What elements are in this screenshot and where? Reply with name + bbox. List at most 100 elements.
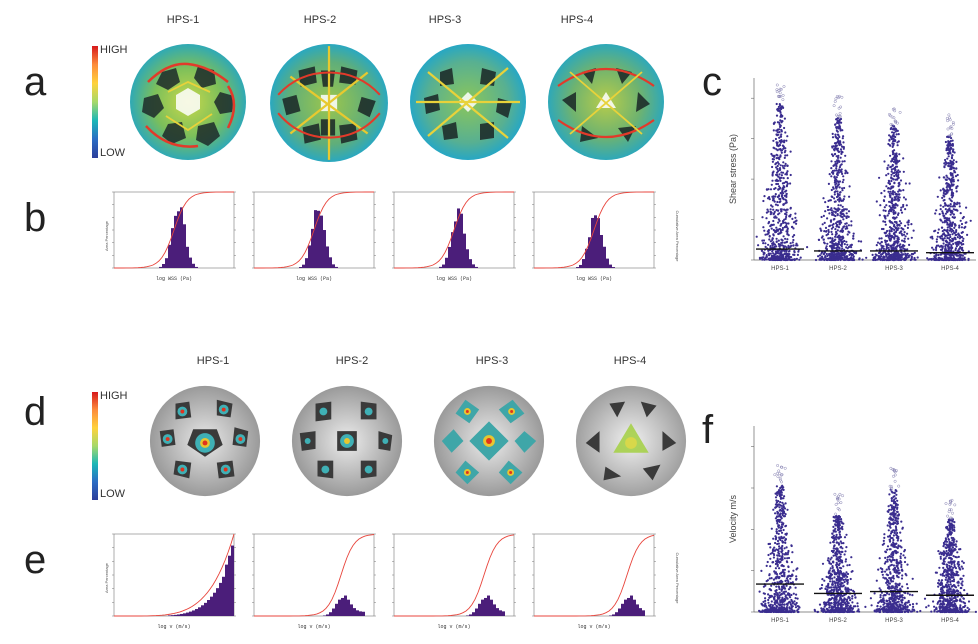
outlier-point xyxy=(890,123,894,127)
data-point xyxy=(770,256,773,259)
legend-low-top: LOW xyxy=(100,147,126,159)
data-point xyxy=(822,238,825,241)
data-point xyxy=(850,607,853,610)
data-point xyxy=(934,212,937,215)
data-point xyxy=(892,568,895,571)
data-point xyxy=(945,178,948,181)
data-point xyxy=(839,148,843,151)
data-point xyxy=(903,240,906,243)
data-point xyxy=(842,178,845,181)
data-point xyxy=(891,580,895,583)
data-point xyxy=(874,610,877,613)
data-point xyxy=(884,556,887,559)
data-point xyxy=(902,157,905,160)
data-point xyxy=(778,587,781,591)
data-point xyxy=(831,154,835,157)
data-point xyxy=(784,595,787,598)
data-point xyxy=(947,243,950,246)
data-point xyxy=(890,234,893,237)
data-point xyxy=(879,610,882,614)
velocity-sphere-hps4 xyxy=(575,385,687,497)
data-point xyxy=(841,137,844,140)
column-3: HPS-3 xyxy=(865,107,919,272)
data-point xyxy=(896,228,899,231)
histogram-bar xyxy=(204,602,207,616)
data-point xyxy=(832,547,835,550)
data-point xyxy=(778,201,781,204)
data-point xyxy=(830,549,833,553)
data-point xyxy=(775,182,778,186)
data-point xyxy=(895,257,899,260)
data-point xyxy=(826,254,829,258)
data-point xyxy=(777,503,781,506)
data-point xyxy=(831,596,834,600)
column-1: HPS-1 xyxy=(756,464,804,624)
data-point xyxy=(958,237,961,240)
outlier-point xyxy=(778,478,782,482)
data-point xyxy=(831,580,834,583)
data-point xyxy=(762,226,765,229)
data-point xyxy=(787,244,790,247)
data-point xyxy=(839,191,842,194)
outlier-point xyxy=(838,111,842,115)
data-point xyxy=(793,253,796,256)
data-point xyxy=(763,592,766,595)
data-point xyxy=(779,258,783,261)
data-point xyxy=(771,199,775,202)
data-point xyxy=(836,594,839,597)
data-point xyxy=(794,606,798,609)
data-point xyxy=(835,243,838,247)
data-point xyxy=(845,600,848,603)
data-point xyxy=(780,231,783,234)
data-point xyxy=(780,151,783,154)
data-point xyxy=(847,602,850,605)
data-point xyxy=(880,240,883,244)
data-point xyxy=(778,139,781,143)
data-point xyxy=(899,560,902,563)
data-point xyxy=(795,222,798,225)
data-point xyxy=(780,241,783,244)
data-point xyxy=(784,541,787,544)
data-point xyxy=(833,588,836,591)
data-point xyxy=(891,576,894,579)
data-point xyxy=(783,590,786,593)
data-point xyxy=(772,139,775,142)
data-point xyxy=(785,584,788,587)
data-point xyxy=(764,597,767,600)
data-point xyxy=(769,240,772,243)
data-point xyxy=(841,227,844,230)
data-point xyxy=(770,608,773,611)
data-point xyxy=(780,174,783,177)
data-point xyxy=(770,183,773,186)
data-point xyxy=(773,603,777,606)
data-point xyxy=(760,610,763,613)
data-point xyxy=(919,609,922,613)
data-point xyxy=(784,180,787,183)
data-point xyxy=(763,605,766,608)
data-point xyxy=(933,255,936,258)
data-point xyxy=(773,154,776,157)
data-point xyxy=(833,536,836,539)
data-point xyxy=(834,160,837,163)
x-axis-label: log WSS (Pa) xyxy=(156,276,192,282)
data-point xyxy=(949,228,952,231)
data-point xyxy=(941,246,944,249)
data-point xyxy=(837,154,840,157)
data-point xyxy=(884,570,887,573)
data-point xyxy=(795,244,798,247)
data-point xyxy=(779,224,782,227)
data-point xyxy=(891,153,895,156)
data-point xyxy=(889,196,892,199)
data-point xyxy=(830,589,833,592)
data-point xyxy=(897,569,900,572)
data-point xyxy=(788,606,791,609)
histogram-bar xyxy=(579,264,582,268)
data-point xyxy=(899,246,902,249)
data-point xyxy=(840,550,843,553)
data-point xyxy=(880,570,883,574)
data-point xyxy=(841,189,844,192)
data-point xyxy=(835,252,838,256)
data-point xyxy=(830,562,833,565)
data-point xyxy=(786,557,789,560)
data-point xyxy=(826,588,829,591)
